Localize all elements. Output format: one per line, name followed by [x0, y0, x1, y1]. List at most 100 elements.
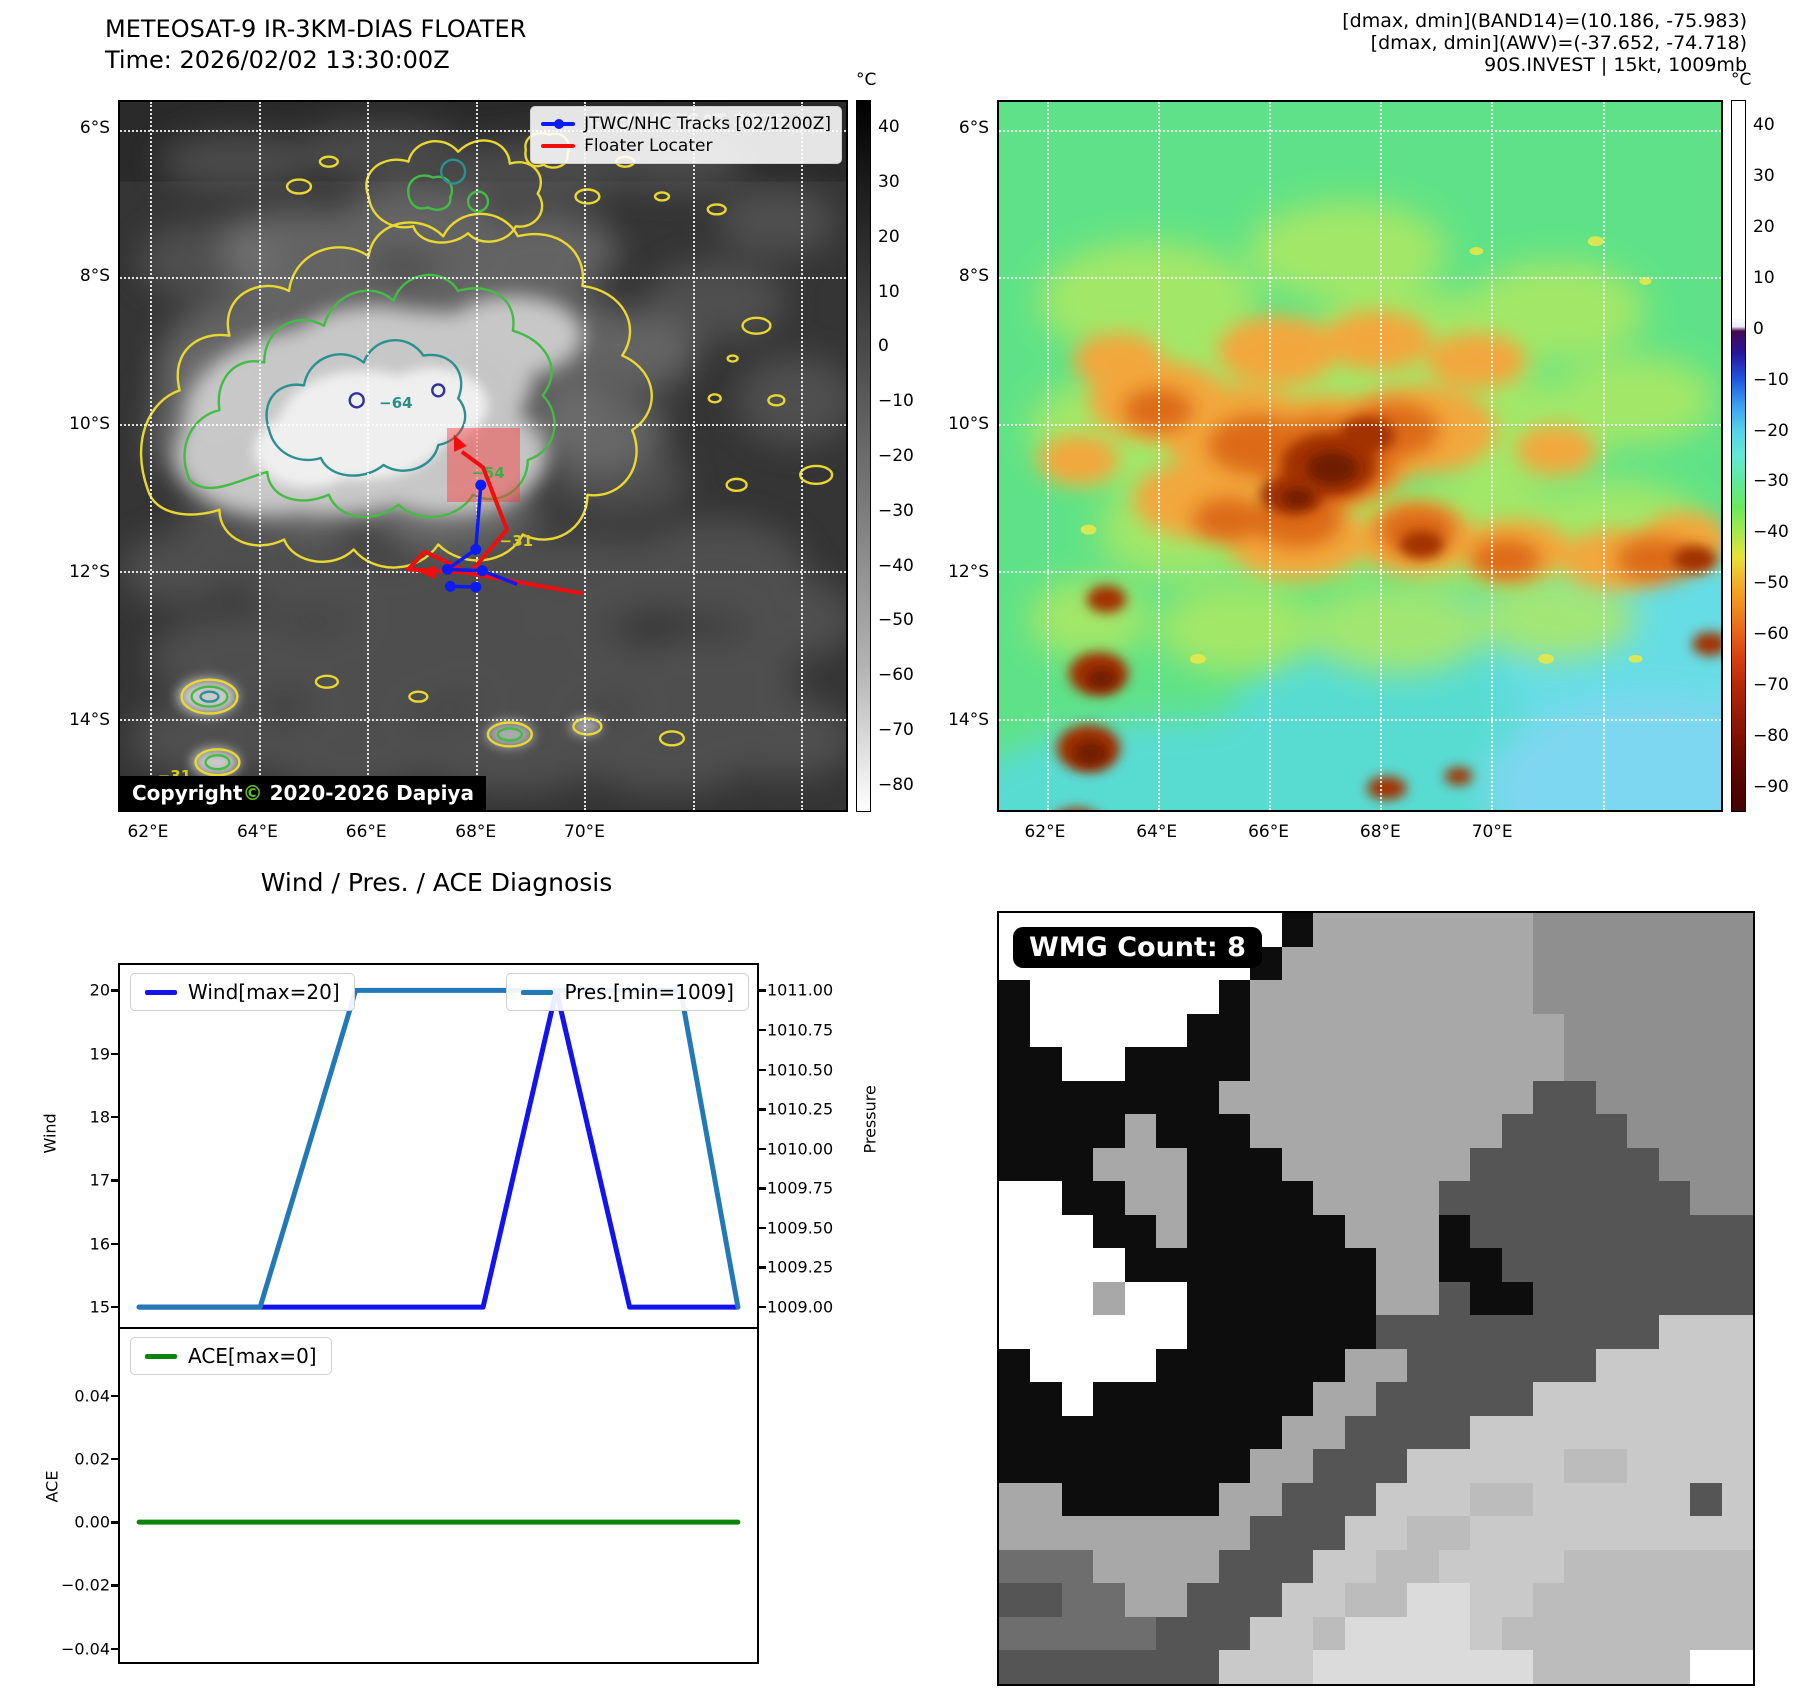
wmg-cell: [1595, 1650, 1628, 1684]
wmg-cell: [1313, 1348, 1345, 1383]
wmg-cell: [1533, 1248, 1565, 1282]
wind-tick-label: 19: [89, 1044, 110, 1064]
wmg-cell: [1250, 1549, 1282, 1584]
wmg-cell: [1187, 1013, 1219, 1048]
wind-tick-mark: [111, 1116, 119, 1119]
wmg-cell: [1595, 1147, 1628, 1182]
wmg-cell: [1313, 980, 1345, 1014]
x-tick-label: 70°E: [564, 822, 605, 842]
wmg-cell: [1061, 1348, 1094, 1383]
wmg-cell: [1124, 1013, 1157, 1048]
wmg-cell: [1438, 1147, 1471, 1182]
wmg-cell: [1407, 913, 1439, 947]
wmg-cell: [1156, 1181, 1188, 1215]
wmg-cell: [1658, 1248, 1691, 1282]
wmg-cell: [1501, 1482, 1534, 1517]
wmg-cell: [1627, 913, 1659, 947]
longitude-gridline: [366, 102, 369, 810]
wmg-cell: [1658, 1315, 1691, 1349]
wmg-cell: [1658, 1181, 1691, 1215]
colorbar-tick-label: −90: [1753, 776, 1789, 797]
wmg-cell: [1470, 1415, 1502, 1450]
wmg-cell: [1564, 1214, 1596, 1249]
figure-title-line1: METEOSAT-9 IR-3KM-DIAS FLOATER: [105, 15, 527, 43]
pressure-tick-mark: [758, 1266, 766, 1269]
wmg-cell: [1721, 1482, 1753, 1517]
wmg-cell: [1187, 1616, 1219, 1651]
wmg-cell: [1344, 913, 1376, 947]
colorbar-unit-left: °C: [856, 70, 877, 90]
wmg-cell: [1658, 1013, 1691, 1048]
figure-annotations: [dmax, dmin](BAND14)=(10.186, -75.983) […: [1342, 10, 1747, 76]
longitude-gridline: [1380, 102, 1383, 810]
wmg-cell: [1375, 1348, 1408, 1383]
wmg-cell: [1438, 1583, 1471, 1617]
wmg-cell: [1124, 1315, 1157, 1349]
wmg-cell: [1721, 1147, 1753, 1182]
wmg-cell: [1438, 1516, 1471, 1550]
longitude-gridline: [583, 102, 586, 810]
wmg-cell: [1407, 1214, 1439, 1249]
wmg-cell: [1156, 1348, 1188, 1383]
wmg-cell: [1595, 1415, 1628, 1450]
wmg-cell: [1658, 1214, 1691, 1249]
wmg-cell: [1250, 1315, 1282, 1349]
wmg-cell: [1721, 1080, 1753, 1115]
wmg-cell: [1690, 1315, 1722, 1349]
wmg-cell: [1690, 913, 1722, 947]
wmg-cell: [1690, 1549, 1722, 1584]
wmg-cell: [1627, 1382, 1659, 1416]
ace-plot-area: [136, 1519, 741, 1525]
wmg-cell: [1250, 1449, 1282, 1483]
figure-title: METEOSAT-9 IR-3KM-DIAS FLOATER Time: 202…: [105, 14, 526, 76]
wmg-cell: [1061, 1047, 1094, 1081]
pressure-tick-label: 1010.75: [767, 1020, 834, 1040]
wmg-cell: [1470, 1449, 1502, 1483]
legend-floater-label: Floater Locater: [584, 136, 713, 156]
wmg-cell: [1281, 1281, 1314, 1316]
jtwc-track-point: [441, 563, 453, 575]
wmg-cell: [1156, 1214, 1188, 1249]
copyright-years: 2020-2026 Dapiya: [262, 781, 474, 805]
wind-tick-mark: [111, 989, 119, 992]
wmg-cell: [1690, 980, 1722, 1014]
wmg-cell: [1438, 1281, 1471, 1316]
wmg-cell: [1375, 1248, 1408, 1282]
wmg-cell: [1218, 1449, 1251, 1483]
wmg-cell: [1627, 1348, 1659, 1383]
wmg-cell: [1375, 1147, 1408, 1182]
wmg-cell: [1030, 1348, 1062, 1383]
wmg-cell: [1533, 1214, 1565, 1249]
wmg-cell: [1501, 1147, 1534, 1182]
wmg-cell: [1533, 1281, 1565, 1316]
longitude-gridline: [475, 102, 478, 810]
wmg-cell: [1313, 1147, 1345, 1182]
wmg-cell: [1533, 1114, 1565, 1148]
wind-pressure-chart: Wind[max=20] Pres.[min=1009] 20 19 18 17 16 1…: [90, 963, 833, 1329]
contour-value-label: −64: [379, 393, 413, 412]
wmg-cell: [1658, 913, 1691, 947]
wind-tick-label: 17: [89, 1170, 110, 1190]
wmg-cell: [1061, 1415, 1094, 1450]
wmg-cell: [1407, 1047, 1439, 1081]
wind-legend-label: Wind[max=20]: [188, 980, 340, 1004]
wmg-cell: [1344, 1549, 1376, 1584]
wmg-cell: [1470, 946, 1502, 981]
pressure-tick-label: 1010.50: [767, 1060, 834, 1080]
wmg-cell: [1438, 1650, 1471, 1684]
wmg-cell: [1658, 1080, 1691, 1115]
wmg-cell: [1721, 1281, 1753, 1316]
wmg-cell: [1156, 1650, 1188, 1684]
map-legend: JTWC/NHC Tracks [02/1200Z] Floater Locat…: [530, 106, 842, 164]
wmg-cell: [1721, 1415, 1753, 1450]
wmg-cell: [1690, 1415, 1722, 1450]
wmg-cell: [1564, 1147, 1596, 1182]
wmg-cell: [1156, 1382, 1188, 1416]
wmg-cell: [1187, 980, 1219, 1014]
wmg-cell: [1564, 1415, 1596, 1450]
wmg-cell: [1093, 1583, 1125, 1617]
wmg-cell: [999, 1348, 1031, 1383]
wmg-cell: [999, 1013, 1031, 1048]
wmg-cell: [1218, 1147, 1251, 1182]
wmg-cell: [1533, 1013, 1565, 1048]
